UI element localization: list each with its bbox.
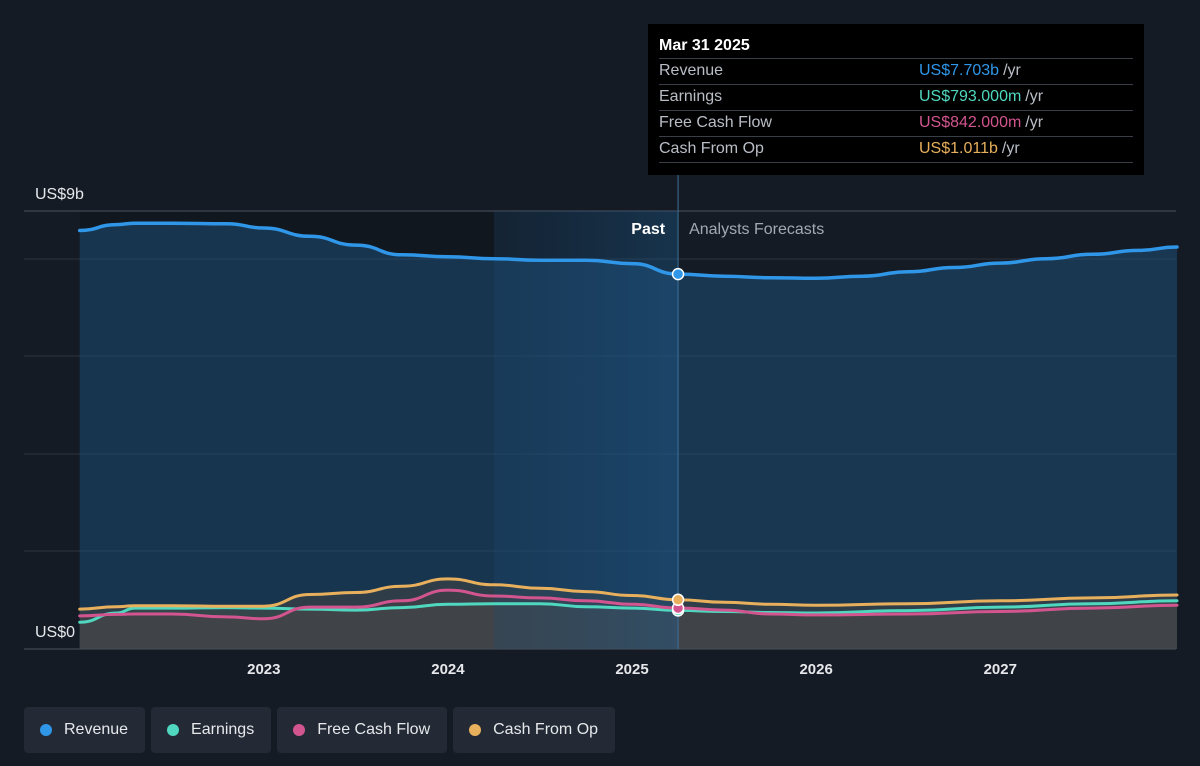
data-point-marker bbox=[671, 267, 685, 281]
tooltip-unit: /yr bbox=[1001, 140, 1020, 157]
tooltip-date: Mar 31 2025 bbox=[659, 37, 750, 54]
tooltip-value: US$7.703b bbox=[919, 62, 1000, 79]
tooltip-value: US$1.011b bbox=[919, 140, 998, 157]
forecast-label: Analysts Forecasts bbox=[689, 221, 824, 238]
legend-item-cash-from-op[interactable]: Cash From Op bbox=[453, 707, 616, 753]
tooltip-unit: /yr bbox=[1025, 88, 1044, 105]
x-tick-label: 2027 bbox=[984, 661, 1017, 678]
data-point-marker bbox=[671, 593, 685, 607]
tooltip-unit: /yr bbox=[1025, 114, 1044, 131]
legend-label: Cash From Op bbox=[493, 721, 599, 738]
line-earnings bbox=[78, 599, 1179, 624]
legend-item-revenue[interactable]: Revenue bbox=[24, 707, 146, 753]
y-axis-min-label: US$0 bbox=[35, 624, 75, 641]
legend-dot-icon bbox=[469, 724, 482, 736]
tooltip-label: Earnings bbox=[659, 88, 723, 105]
x-tick-label: 2026 bbox=[799, 661, 832, 678]
chart-canvas: US$9b US$0 Past Analysts Forecasts 2023 2024 2… bbox=[24, 175, 1179, 678]
legend-item-earnings[interactable]: Earnings bbox=[151, 707, 272, 753]
tooltip-row-revenue: Revenue US$7.703b /yr bbox=[659, 58, 1133, 84]
line-free-cash-flow bbox=[78, 588, 1179, 621]
highlight-band bbox=[493, 211, 679, 649]
legend-label: Earnings bbox=[191, 721, 255, 738]
x-tick-label: 2025 bbox=[615, 661, 648, 678]
legend-dot-icon bbox=[40, 724, 52, 736]
y-axis-max-label: US$9b bbox=[35, 186, 84, 203]
tooltip-label: Free Cash Flow bbox=[659, 114, 772, 131]
legend-dot-icon bbox=[167, 724, 180, 736]
x-tick-label: 2024 bbox=[431, 661, 465, 678]
x-tick-label: 2023 bbox=[247, 661, 280, 678]
tooltip-row-free-cash-flow: Free Cash Flow US$842.000m /yr bbox=[659, 110, 1133, 136]
line-revenue bbox=[77, 221, 1179, 280]
tooltip-value: US$842.000m bbox=[919, 114, 1022, 131]
tooltip-label: Revenue bbox=[659, 62, 724, 79]
tooltip-unit: /yr bbox=[1003, 62, 1021, 79]
legend-label: Revenue bbox=[64, 721, 129, 738]
legend-label: Free Cash Flow bbox=[317, 721, 431, 738]
tooltip-panel: Mar 31 2025 Revenue US$7.703b /yr Earnin… bbox=[648, 24, 1144, 175]
tooltip-value: US$793.000m bbox=[919, 88, 1022, 105]
legend-item-free-cash-flow[interactable]: Free Cash Flow bbox=[277, 707, 448, 753]
line-cash-from-op bbox=[78, 577, 1179, 611]
tooltip-row-cash-from-op: Cash From Op US$1.011b /yr bbox=[659, 136, 1133, 163]
legend-dot-icon bbox=[293, 724, 306, 736]
tooltip-label: Cash From Op bbox=[659, 140, 764, 157]
past-label: Past bbox=[631, 221, 665, 238]
tooltip-row-earnings: Earnings US$793.000m /yr bbox=[659, 84, 1133, 110]
chart-legend: Revenue Earnings Free Cash Flow Cash Fro… bbox=[24, 707, 616, 753]
